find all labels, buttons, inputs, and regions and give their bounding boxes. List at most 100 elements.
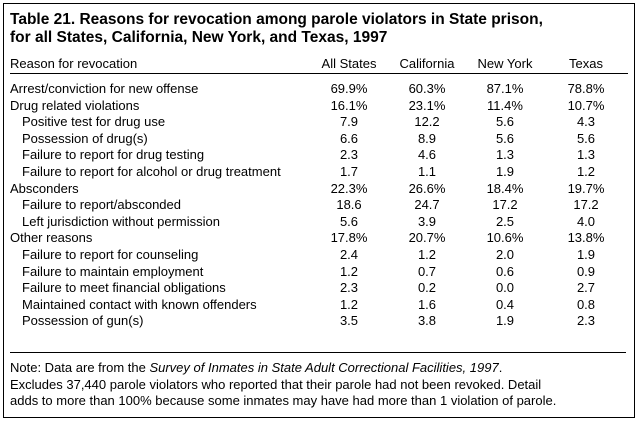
cell-new-york: 1.9: [495, 313, 515, 329]
cell-new-york: 87.1%: [486, 81, 524, 96]
subcategory-row: Failure to meet financial obligations 2.3…: [10, 280, 628, 297]
cell-california: 1.2: [417, 246, 437, 262]
cell-texas: 1.9: [576, 246, 596, 262]
subcategory-row: Left jurisdiction without permission 5.6 3…: [10, 214, 628, 231]
revocation-table: Reason for revocation All States Califor…: [10, 56, 628, 330]
subcategory-row: Maintained contact with known offenders 1…: [10, 297, 628, 314]
note-line-2: Excludes 37,440 parole violators who rep…: [10, 376, 542, 392]
table-title: Table 21. Reasons for revocation among p…: [10, 11, 543, 47]
cell-california: 1.1: [417, 163, 437, 179]
cell-texas: 0.8: [576, 296, 596, 312]
cell-california: 20.7%: [408, 230, 446, 246]
cell-texas: 4.0: [576, 213, 596, 229]
cell-california: 8.9: [417, 130, 437, 146]
row-label: Possession of gun(s): [22, 313, 144, 329]
cell-california: 3.8: [417, 313, 437, 329]
table-frame: [3, 3, 635, 418]
cell-california: 60.3%: [408, 81, 446, 96]
cell-all-states: 1.2: [339, 296, 359, 312]
row-label: Drug related violations: [10, 97, 140, 113]
category-row: Drug related violations 16.1% 23.1% 11.4% 10…: [10, 98, 628, 115]
cell-all-states: 1.2: [339, 263, 359, 279]
header-new-york: New York: [477, 56, 533, 72]
cell-new-york: 11.4%: [487, 97, 523, 113]
row-label: Failure to meet financial obligations: [22, 280, 226, 296]
header-row: Reason for revocation All States Califor…: [10, 56, 628, 74]
cell-new-york: 0.0: [495, 280, 515, 296]
cell-texas: 13.8%: [567, 230, 605, 246]
note-prefix: Note: Data are from the: [10, 360, 150, 375]
cell-california: 12.2: [414, 114, 440, 130]
cell-new-york: 18.4%: [486, 180, 524, 196]
table-body: Arrest/conviction for new offense 69.9% 60…: [10, 74, 628, 330]
cell-texas: 2.3: [576, 313, 596, 329]
category-row: Absconders 22.3% 26.6% 18.4% 19.7%: [10, 181, 628, 198]
cell-all-states: 18.6: [336, 197, 362, 213]
subcategory-row: Positive test for drug use 7.9 12.2 5.6 4.3: [10, 114, 628, 131]
row-label: Possession of drug(s): [22, 130, 148, 146]
row-label: Failure to report for alcohol or drug tr…: [22, 163, 281, 179]
subcategory-row: Failure to report/absconded 18.6 24.7 17.2 1…: [10, 197, 628, 214]
cell-all-states: 6.6: [339, 130, 359, 146]
cell-california: 24.7: [414, 197, 440, 213]
subcategory-row: Possession of drug(s) 6.6 8.9 5.6 5.6: [10, 131, 628, 148]
subcategory-row: Failure to report for drug testing 2.3 4.6…: [10, 147, 628, 164]
cell-california: 3.9: [417, 213, 437, 229]
row-label: Failure to maintain employment: [22, 263, 204, 279]
cell-all-states: 2.3: [339, 280, 359, 296]
cell-texas: 1.2: [576, 163, 596, 179]
row-label: Failure to report/absconded: [22, 197, 181, 213]
row-label: Failure to report for drug testing: [22, 147, 205, 163]
cell-california: 0.2: [417, 280, 437, 296]
divider: [10, 352, 626, 353]
cell-new-york: 2.5: [495, 213, 515, 229]
cell-all-states: 3.5: [339, 313, 359, 329]
cell-texas: 17.2: [573, 197, 599, 213]
cell-texas: 5.6: [576, 130, 596, 146]
cell-texas: 10.7%: [567, 97, 605, 113]
row-label: Left jurisdiction without permission: [22, 213, 220, 229]
cell-all-states: 22.3%: [330, 180, 368, 196]
cell-texas: 4.3: [576, 114, 596, 130]
subcategory-row: Possession of gun(s) 3.5 3.8 1.9 2.3: [10, 313, 628, 330]
cell-all-states: 2.4: [339, 246, 359, 262]
subcategory-row: Failure to report for alcohol or drug tr…: [10, 164, 628, 181]
cell-new-york: 5.6: [495, 114, 515, 130]
cell-california: 23.1%: [408, 97, 446, 113]
cell-all-states: 69.9%: [330, 81, 368, 96]
row-label: Maintained contact with known offenders: [22, 296, 257, 312]
title-line-2: for all States, California, New York, an…: [10, 29, 388, 46]
cell-texas: 19.7%: [567, 180, 605, 196]
title-line-1: Table 21. Reasons for revocation among p…: [10, 11, 543, 28]
header-texas: Texas: [569, 56, 603, 72]
cell-all-states: 17.8%: [330, 230, 368, 246]
header-all-states: All States: [321, 56, 377, 72]
cell-all-states: 7.9: [339, 114, 359, 130]
cell-all-states: 2.3: [339, 147, 359, 163]
category-row: Arrest/conviction for new offense 69.9% 60…: [10, 74, 628, 98]
cell-texas: 78.8%: [567, 81, 605, 96]
subcategory-row: Failure to report for counseling 2.4 1.2 2.…: [10, 247, 628, 264]
note-line-3: adds to more than 100% because some inma…: [10, 393, 557, 408]
cell-texas: 2.7: [576, 280, 596, 296]
cell-new-york: 5.6: [495, 130, 515, 146]
subcategory-row: Failure to maintain employment 1.2 0.7 0.6 0…: [10, 264, 628, 281]
category-row: Other reasons 17.8% 20.7% 10.6% 13.8%: [10, 230, 628, 247]
cell-new-york: 0.4: [495, 296, 515, 312]
cell-texas: 0.9: [576, 263, 596, 279]
row-label: Absconders: [10, 180, 79, 196]
note-source: Survey of Inmates in State Adult Correct…: [149, 360, 499, 375]
cell-california: 1.6: [417, 296, 437, 312]
cell-all-states: 5.6: [339, 213, 359, 229]
cell-california: 4.6: [417, 147, 437, 163]
cell-new-york: 17.2: [492, 197, 518, 213]
header-reason: Reason for revocation: [10, 56, 138, 72]
cell-all-states: 1.7: [339, 163, 359, 179]
row-label: Arrest/conviction for new offense: [10, 81, 199, 96]
cell-new-york: 0.6: [495, 263, 515, 279]
row-label: Positive test for drug use: [22, 114, 166, 130]
cell-new-york: 2.0: [495, 246, 515, 262]
cell-all-states: 16.1%: [330, 97, 368, 113]
cell-new-york: 1.3: [495, 147, 515, 163]
cell-new-york: 1.9: [495, 163, 515, 179]
